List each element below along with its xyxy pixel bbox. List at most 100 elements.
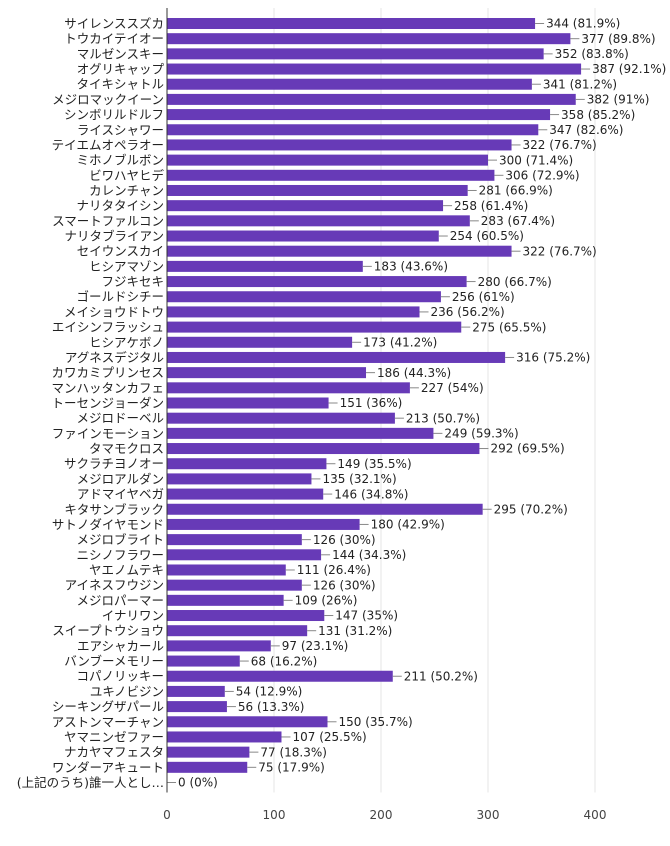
data-label: 341 (81.2%)	[543, 77, 617, 91]
data-label: 111 (26.4%)	[297, 563, 371, 577]
category-label: メジロドーベル	[76, 411, 164, 426]
data-label: 149 (35.5%)	[337, 457, 411, 471]
category-label: キタサンブラック	[64, 502, 164, 517]
bar	[167, 761, 248, 773]
data-label: 213 (50.7%)	[406, 411, 480, 425]
category-label: エアシャカール	[77, 638, 164, 653]
data-label: 387 (92.1%)	[592, 62, 666, 76]
bar	[167, 78, 532, 90]
category-label: トウカイテイオー	[64, 31, 164, 46]
data-label: 144 (34.3%)	[332, 548, 406, 562]
category-label: メイショウドトウ	[64, 304, 164, 319]
category-label: メジロアルダン	[77, 471, 164, 486]
category-label: カレンチャン	[89, 183, 164, 198]
category-label: タマモクロス	[89, 441, 164, 456]
bar	[167, 488, 324, 500]
category-label: バンブーメモリー	[64, 654, 164, 669]
bar	[167, 458, 327, 470]
data-label: 77 (18.3%)	[260, 745, 327, 759]
data-label: 316 (75.2%)	[516, 351, 590, 365]
bar	[167, 245, 512, 257]
category-label: マンハッタンカフェ	[51, 380, 164, 395]
category-label: ヤマニンゼファー	[64, 729, 164, 744]
bar	[167, 351, 506, 363]
category-label: トーセンジョーダン	[51, 396, 164, 411]
data-label: 258 (61.4%)	[454, 199, 528, 213]
data-label: 54 (12.9%)	[236, 685, 303, 699]
data-label: 275 (65.5%)	[472, 320, 546, 334]
bar	[167, 18, 536, 29]
data-label: 186 (44.3%)	[377, 366, 451, 380]
bar	[167, 139, 512, 151]
data-label: 281 (66.9%)	[479, 184, 553, 198]
data-label: 256 (61%)	[452, 290, 515, 304]
data-label: 306 (72.9%)	[505, 169, 579, 183]
data-label: 283 (67.4%)	[481, 214, 555, 228]
bar	[167, 731, 282, 743]
bar	[167, 564, 286, 576]
bar	[167, 655, 240, 667]
data-label: 347 (82.6%)	[549, 123, 623, 137]
bar	[167, 124, 539, 136]
data-label: 97 (23.1%)	[282, 639, 349, 653]
bar	[167, 184, 468, 196]
bar	[167, 473, 312, 485]
bar	[167, 579, 302, 591]
data-label: 280 (66.7%)	[478, 275, 552, 289]
bar	[167, 534, 302, 546]
category-label: ニシノフラワー	[76, 547, 164, 562]
bar	[167, 625, 308, 637]
bar	[167, 321, 462, 333]
bar	[167, 746, 250, 758]
data-label: 377 (89.8%)	[581, 32, 655, 46]
data-label: 295 (70.2%)	[494, 502, 568, 516]
bar	[167, 610, 325, 622]
data-label: 146 (34.8%)	[334, 487, 408, 501]
bar	[167, 93, 576, 105]
bar	[167, 336, 353, 348]
bar	[167, 169, 495, 181]
data-label: 358 (85.2%)	[561, 108, 635, 122]
category-label: サトノダイヤモンド	[52, 517, 164, 532]
data-labels: 344 (81.9%)377 (89.8%)352 (83.8%)387 (92…	[178, 17, 666, 790]
category-label: テイエムオペラオー	[52, 137, 164, 152]
category-label: ファインモーション	[52, 426, 164, 441]
category-label: エイシンフラッシュ	[52, 320, 164, 335]
bar	[167, 640, 271, 652]
category-label: (上記のうち)誰一人とし…	[17, 775, 164, 790]
bar	[167, 367, 367, 379]
bar	[167, 549, 322, 561]
category-label: フジキセキ	[101, 274, 164, 289]
data-label: 151 (36%)	[340, 396, 403, 410]
data-label: 249 (59.3%)	[444, 427, 518, 441]
data-label: 107 (25.5%)	[292, 730, 366, 744]
x-tick-label: 0	[163, 808, 171, 822]
category-label: サイレンススズカ	[64, 16, 164, 31]
data-label: 300 (71.4%)	[499, 153, 573, 167]
category-label: シーキングザパール	[52, 699, 164, 714]
category-label: スマートファルコン	[52, 213, 164, 228]
bar	[167, 230, 439, 242]
data-label: 211 (50.2%)	[404, 669, 478, 683]
category-label: スイープトウショウ	[52, 623, 164, 638]
category-label: アグネスデジタル	[65, 350, 164, 365]
category-label: ヒシアマゾン	[89, 259, 164, 274]
data-label: 56 (13.3%)	[238, 700, 305, 714]
bar	[167, 260, 363, 272]
x-tick-label: 100	[263, 808, 286, 822]
bar	[167, 701, 227, 713]
category-label: ヒシアケボノ	[89, 335, 164, 350]
category-label: タイキシャトル	[76, 77, 164, 92]
category-label: アイネスフウジン	[65, 578, 164, 593]
bar	[167, 48, 544, 60]
category-label: ビワハヤヒデ	[89, 168, 164, 183]
gridlines	[273, 8, 596, 793]
bar	[167, 685, 225, 697]
category-label: ナリタタイシン	[76, 198, 164, 213]
bar	[167, 215, 470, 227]
data-label: 0 (0%)	[178, 776, 218, 790]
category-label: セイウンスカイ	[77, 244, 164, 259]
category-label: カワカミプリンセス	[51, 365, 164, 380]
data-label: 75 (17.9%)	[258, 761, 325, 775]
